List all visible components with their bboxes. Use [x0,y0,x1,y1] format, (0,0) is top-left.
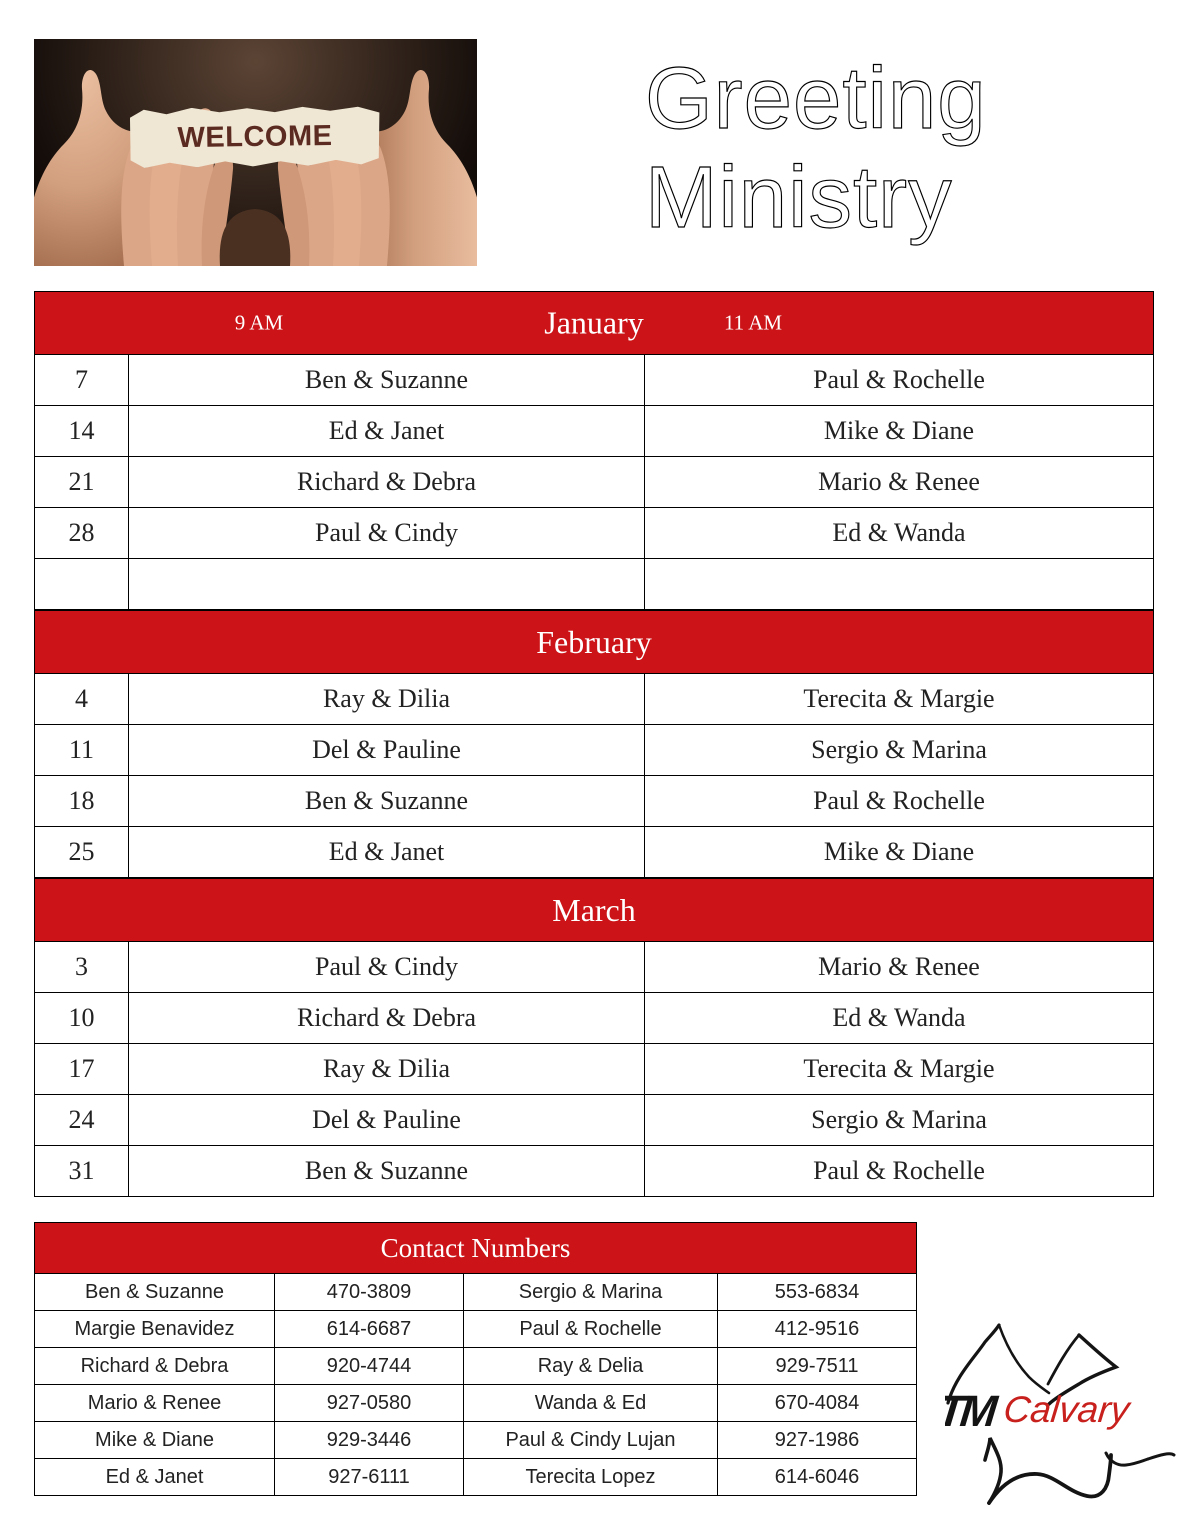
svg-text:TM: TM [945,1387,1001,1436]
svg-text:Calvary: Calvary [1002,1388,1134,1430]
